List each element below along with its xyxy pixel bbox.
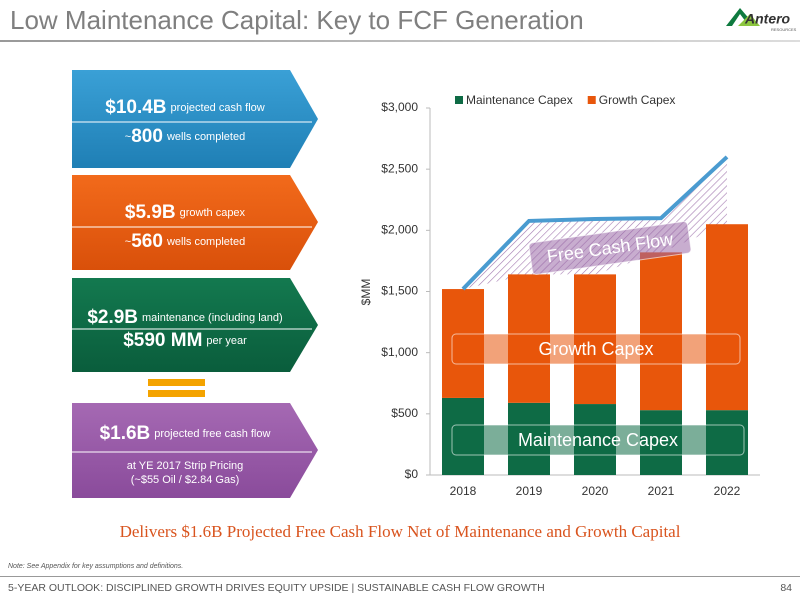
figure: $2.9B: [87, 307, 138, 328]
annotation-box: [451, 333, 741, 365]
figure: 800: [131, 126, 163, 147]
caption: ~: [125, 236, 131, 248]
logo-text: Antero: [744, 11, 791, 27]
caption: wells completed: [166, 131, 245, 143]
x-tick-label: 2019: [516, 484, 543, 498]
cash-flow-line: [461, 155, 729, 291]
panel-text: at YE 2017 Strip Pricing: [127, 460, 244, 472]
annotation-text: Maintenance Capex: [518, 430, 678, 450]
panel-text: $590 MM per year: [123, 330, 247, 351]
annotation-box: [528, 221, 692, 275]
figure: $10.4B: [105, 97, 166, 118]
y-tick-label: $2,000: [381, 223, 418, 237]
y-tick-label: $1,500: [381, 284, 418, 298]
panel-text: $1.6B projected free cash flow: [100, 423, 271, 444]
annotation: Growth Capex: [451, 333, 741, 365]
footer-text: 5-YEAR OUTLOOK: DISCIPLINED GROWTH DRIVE…: [8, 582, 545, 594]
logo: Antero RESOURCES: [726, 8, 797, 32]
y-tick-label: $0: [405, 467, 419, 481]
page-number: 84: [780, 582, 792, 594]
panel-text: (~$55 Oil / $2.84 Gas): [131, 474, 240, 486]
legend-label: Growth Capex: [599, 93, 676, 107]
panel-text: $5.9B growth capex: [125, 202, 246, 223]
y-tick-label: $500: [391, 406, 418, 420]
panel-text: ~800 wells completed: [125, 126, 245, 147]
x-tick-label: 2018: [450, 484, 477, 498]
slide-title: Low Maintenance Capital: Key to FCF Gene…: [10, 5, 584, 35]
annotation: Maintenance Capex: [451, 424, 745, 456]
annotation-text: Growth Capex: [538, 339, 653, 359]
panel: [72, 403, 318, 498]
caption: maintenance (including land): [142, 312, 283, 324]
x-tick-label: 2022: [714, 484, 741, 498]
logo-sub: RESOURCES: [771, 27, 797, 32]
caption: projected cash flow: [171, 102, 265, 114]
panel: [72, 175, 318, 270]
y-tick-label: $1,000: [381, 345, 418, 359]
panel-text: $2.9B maintenance (including land): [87, 307, 282, 328]
panel-text: $10.4B projected cash flow: [105, 97, 264, 118]
y-axis-label: $MM: [359, 279, 373, 306]
panel: [72, 70, 318, 168]
legend-swatch: [587, 96, 596, 104]
caption: per year: [206, 335, 247, 347]
annotation-box: [451, 424, 745, 456]
equals-bar: [148, 390, 205, 397]
caption: wells completed: [166, 236, 245, 248]
figure: 560: [131, 231, 163, 252]
x-tick-label: 2021: [648, 484, 675, 498]
bar-segment: [706, 224, 748, 411]
chart: $MM $0 $500 $1,000 $1,500 $2,000 $2,500 $3,000…: [359, 93, 760, 498]
caption: ~: [125, 131, 131, 143]
legend-swatch: [455, 96, 463, 104]
figure: $5.9B: [125, 202, 176, 223]
legend-label: Maintenance Capex: [466, 93, 573, 107]
bar-segment: [640, 252, 682, 411]
panel: [72, 278, 318, 372]
banner: Delivers $1.6B Projected Free Cash Flow …: [120, 522, 681, 541]
logo-mark: [738, 14, 760, 26]
note: Note: See Appendix for key assumptions a…: [8, 563, 183, 570]
logo-mark: [726, 8, 752, 26]
panel-text: ~560 wells completed: [125, 231, 245, 252]
x-tick-label: 2020: [582, 484, 609, 498]
caption: growth capex: [180, 207, 246, 219]
y-tick-label: $2,500: [381, 161, 418, 175]
footer-rule: [0, 576, 800, 577]
header-rule: [0, 40, 800, 42]
y-tick-label: $3,000: [381, 100, 418, 114]
equals-bar: [148, 379, 205, 386]
figure: $590 MM: [123, 330, 202, 351]
caption: projected free cash flow: [154, 428, 270, 440]
figure: $1.6B: [100, 423, 151, 444]
free-cash-flow-area: [463, 156, 727, 290]
